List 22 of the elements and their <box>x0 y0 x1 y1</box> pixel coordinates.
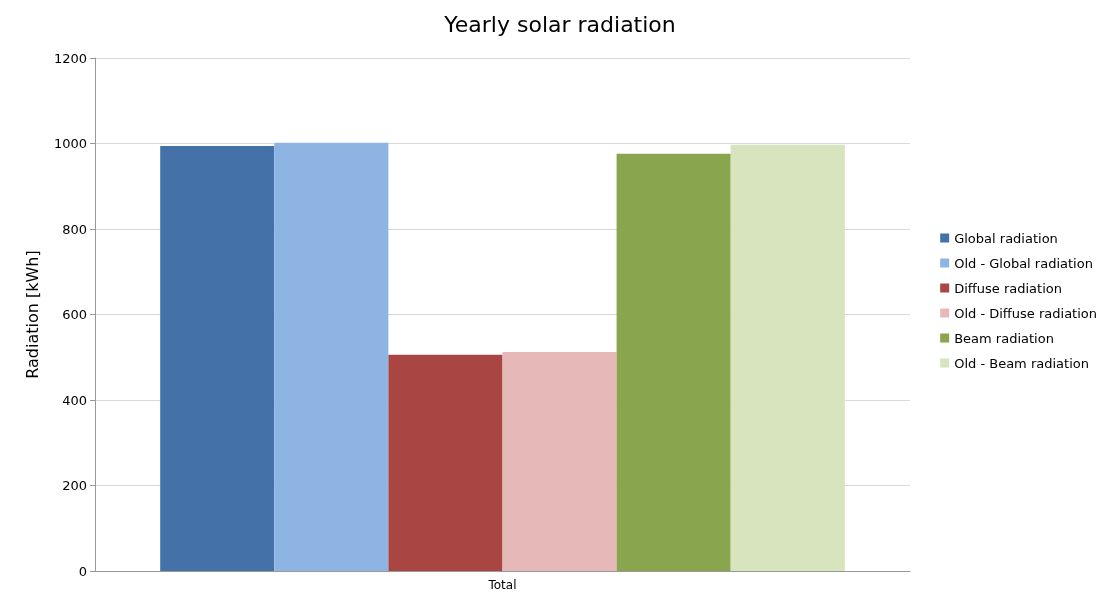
bar <box>616 153 731 571</box>
bar <box>274 142 389 571</box>
legend-label: Old - Beam radiation <box>954 355 1089 371</box>
x-tick-label: Total <box>487 578 517 592</box>
legend-label: Old - Global radiation <box>954 255 1093 271</box>
bar <box>502 352 617 571</box>
legend-label: Global radiation <box>954 230 1058 246</box>
y-tick-label: 600 <box>62 307 87 322</box>
y-tick-label: 1000 <box>53 136 87 151</box>
bar <box>730 144 845 571</box>
y-tick-label: 1200 <box>53 50 87 66</box>
y-tick-label: 200 <box>62 478 87 493</box>
legend-label: Beam radiation <box>954 330 1054 346</box>
y-tick-label: 0 <box>78 563 87 579</box>
bar <box>388 354 503 571</box>
legend-label: Diffuse radiation <box>954 280 1062 296</box>
bar <box>160 146 275 571</box>
y-tick-label: 400 <box>62 392 87 408</box>
y-axis-title: Radiation [kWh] <box>22 250 42 379</box>
legend-label: Old - Diffuse radiation <box>954 305 1098 321</box>
chart-title: Yearly solar radiation <box>443 11 676 37</box>
y-tick-label: 800 <box>62 221 87 237</box>
